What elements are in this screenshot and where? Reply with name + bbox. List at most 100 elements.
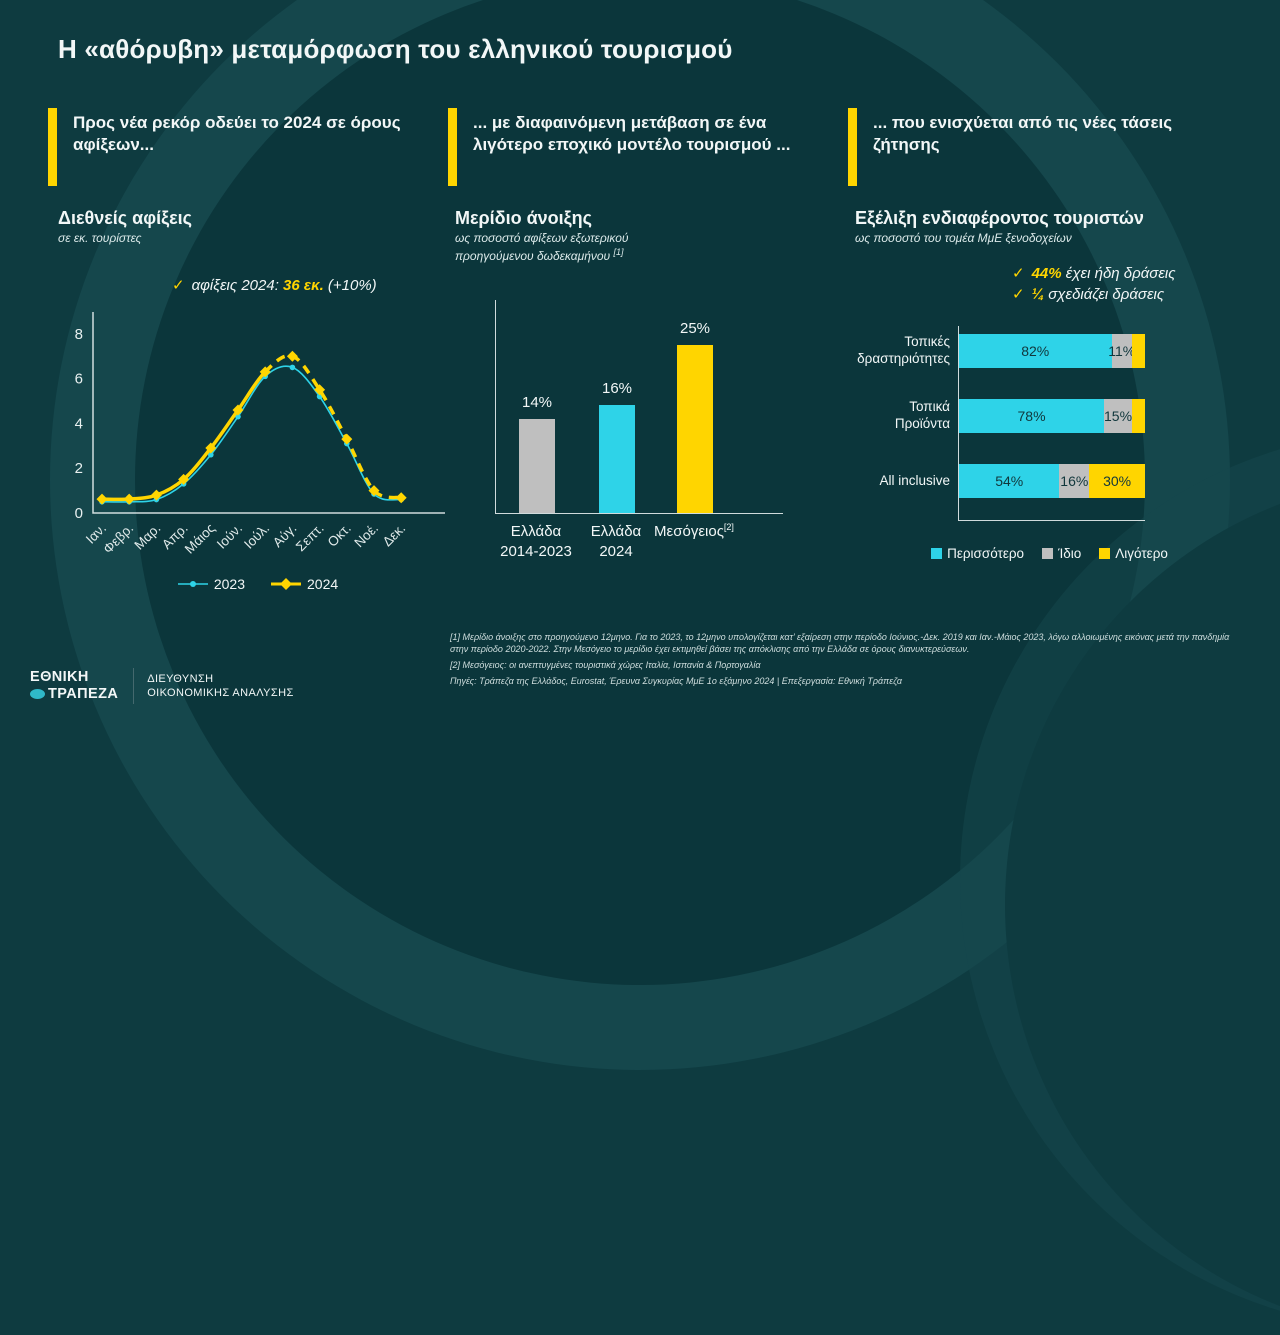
arrivals-line-chart: 02468Ιαν.Φεβρ.Μαρ.Απρ.ΜάιοςΙούν.Ιούλ.Αύγ… [75, 312, 445, 557]
annotation-text: σχεδιάζει δράσεις [1044, 286, 1165, 303]
svg-text:Δεκ.: Δεκ. [380, 521, 409, 550]
legend-swatch-icon [1099, 548, 1111, 559]
annotation-suffix: (+10%) [323, 277, 377, 294]
segment-value-label: 30% [1103, 473, 1132, 489]
annotation-text: έχει ήδη δράσεις [1061, 265, 1176, 282]
column-header-arrivals: Προς νέα ρεκόρ οδεύει το 2024 σε όρους α… [48, 108, 420, 186]
segment-value-label: 16% [1060, 473, 1089, 489]
stacked-bar-row: 82% 11% [959, 334, 1145, 368]
check-icon: ✓ [1012, 265, 1025, 282]
legend-label: 2023 [213, 576, 245, 592]
segment-Ίδιο: 15% [1104, 399, 1132, 433]
bar-value-label: 16% [601, 380, 633, 397]
interest-stacked-plot: 82% 11% 78% 15% 54% 16% 30% [958, 326, 1145, 521]
bank-logo-line2: ΤΡΑΠΕΖΑ [30, 686, 118, 703]
bar-category-label: Ελλάδα 2024 [590, 523, 642, 560]
bar-Ελλάδα-2024 [599, 405, 635, 513]
arrivals-chart-subtitle: σε εκ. τουρίστες [58, 231, 142, 245]
segment-value-label: 15% [1104, 408, 1133, 424]
segment-Λιγότερο: 30% [1089, 464, 1145, 498]
legend-item-Ίδιο: Ίδιο [1042, 546, 1081, 561]
column-header-seasonality: ... με διαφαινόμενη μετάβαση σε ένα λιγό… [448, 108, 830, 186]
segment-value-label: 78% [1017, 408, 1046, 424]
column-header-text: ... με διαφαινόμενη μετάβαση σε ένα λιγό… [473, 113, 791, 155]
segment-Ίδιο: 16% [1059, 464, 1090, 498]
svg-text:6: 6 [75, 371, 83, 388]
legend-label: Περισσότερο [947, 546, 1025, 561]
annotation-highlight: 44% [1031, 265, 1062, 282]
arrivals-legend: 2023 2024 [58, 576, 458, 592]
stacked-category-label: Τοπικά Προϊόντα [894, 399, 950, 431]
column-header-text: Προς νέα ρεκόρ οδεύει το 2024 σε όρους α… [73, 113, 401, 155]
interest-annotation-row: ✓ ¼ σχεδιάζει δράσεις [1012, 284, 1176, 305]
svg-text:Φεβρ.: Φεβρ. [100, 521, 136, 557]
check-icon: ✓ [172, 277, 185, 294]
annotation-highlight: 36 εκ. [283, 277, 324, 294]
yellow-accent-bar [848, 108, 857, 186]
bank-logo: ΕΘΝΙΚΗ ΤΡΑΠΕΖΑ [30, 669, 118, 702]
bar-Ελλάδα-2014-2023 [519, 419, 555, 513]
footer: ΕΘΝΙΚΗ ΤΡΑΠΕΖΑ ΔΙΕΥΘΥΝΣΗ ΟΙΚΟΝΟΜΙΚΗΣ ΑΝΑ… [30, 668, 294, 704]
svg-text:8: 8 [75, 326, 83, 343]
svg-text:Σεπτ.: Σεπτ. [293, 521, 327, 555]
svg-text:0: 0 [75, 505, 83, 522]
legend-label: 2024 [307, 576, 339, 592]
bar-value-label: 25% [679, 320, 711, 337]
footnote: [2] Μεσόγειος: οι ανεπτυγμένες τουριστικ… [450, 660, 761, 671]
interest-title-block: Εξέλιξη ενδιαφέροντος τουριστών ως ποσοσ… [855, 208, 1144, 247]
legend-item-2023: 2023 [177, 576, 245, 592]
segment-Περισσότερο: 54% [959, 464, 1060, 498]
bar-category-label: Μεσόγειος[2] [654, 522, 734, 540]
bank-logo-line1: ΕΘΝΙΚΗ [30, 669, 89, 686]
segment-Λιγότερο [1131, 334, 1145, 368]
yellow-accent-bar [448, 108, 457, 186]
legend-swatch-icon [1042, 548, 1054, 559]
legend-item-2024: 2024 [271, 576, 338, 592]
interest-annotations: ✓ 44% έχει ήδη δράσεις ✓ ¼ σχεδιάζει δράσε… [1012, 263, 1176, 305]
segment-value-label: 11% [1108, 343, 1136, 359]
legend-item-Λιγότερο: Λιγότερο [1099, 546, 1168, 561]
footnote-ref-1: [1] [613, 246, 624, 257]
footer-divider [133, 668, 135, 704]
bar-category-label: Ελλάδα 2014-2023 [500, 523, 572, 560]
spring-bar-plot: 14% 16% 25% [495, 300, 783, 514]
legend-item-Περισσότερο: Περισσότερο [931, 546, 1024, 561]
svg-text:Ιούν.: Ιούν. [214, 521, 245, 552]
svg-text:Οκτ.: Οκτ. [325, 521, 354, 550]
interest-annotation-row: ✓ 44% έχει ήδη δράσεις [1012, 263, 1176, 284]
interest-chart-subtitle: ως ποσοστό του τομέα ΜμΕ ξενοδοχείων [855, 231, 1072, 245]
yellow-accent-bar [48, 108, 57, 186]
footnote: Πηγές: Τράπεζα της Ελλάδος, Eurostat, Έρ… [450, 676, 903, 687]
svg-text:Ιούλ.: Ιούλ. [241, 521, 272, 552]
column-header-text: ... που ενισχύεται από τις νέες τάσεις ζ… [873, 113, 1173, 155]
footnote: [1] Μερίδιο άνοιξης στο προηγούμενο 12μη… [450, 632, 1230, 655]
diamond-line-icon [271, 578, 301, 590]
segment-Λιγότερο [1131, 399, 1145, 433]
bank-oval-icon [30, 689, 45, 699]
interest-legend: Περισσότερο Ίδιο Λιγότερο [852, 546, 1247, 561]
segment-Ίδιο: 11% [1108, 334, 1135, 368]
department-label: ΔΙΕΥΘΥΝΣΗ ΟΙΚΟΝΟΜΙΚΗΣ ΑΝΑΛΥΣΗΣ [147, 672, 294, 699]
svg-text:Νοέ.: Νοέ. [351, 521, 381, 551]
segment-Περισσότερο: 82% [959, 334, 1112, 368]
spring-bar-chart: 14% 16% 25% Ελλάδα 2014-2023 Ελλάδα 2024 Μεσόγ… [450, 300, 795, 600]
arrivals-title-block: Διεθνείς αφίξεις σε εκ. τουρίστες [58, 208, 192, 247]
legend-swatch-icon [931, 548, 943, 559]
stacked-category-label: All inclusive [879, 472, 950, 488]
stacked-category-label: Τοπικές δραστηριότητες [857, 334, 950, 366]
page-title: Η «αθόρυβη» μεταμόρφωση του ελληνικού το… [58, 34, 733, 64]
segment-value-label: 82% [1021, 343, 1050, 359]
dot-line-icon [177, 581, 208, 587]
annotation-highlight: ¼ [1031, 286, 1045, 303]
segment-value-label: 54% [995, 473, 1024, 489]
svg-text:Μαρ.: Μαρ. [131, 521, 163, 553]
interest-chart-title: Εξέλιξη ενδιαφέροντος τουριστών [855, 208, 1144, 228]
arrivals-annotation: ✓ αφίξεις 2024: 36 εκ. (+10%) [172, 276, 377, 294]
spring-chart-subtitle: ως ποσοστό αφίξεων εξωτερικού προηγούμενο… [455, 231, 629, 263]
spring-chart-title: Μερίδιο άνοιξης [455, 208, 593, 228]
svg-text:4: 4 [75, 415, 83, 432]
segment-Περισσότερο: 78% [959, 399, 1105, 433]
spring-title-block: Μερίδιο άνοιξης ως ποσοστό αφίξεων εξωτε… [455, 208, 629, 264]
stacked-bar-row: 78% 15% [959, 399, 1145, 433]
arrivals-chart-title: Διεθνείς αφίξεις [58, 208, 192, 228]
